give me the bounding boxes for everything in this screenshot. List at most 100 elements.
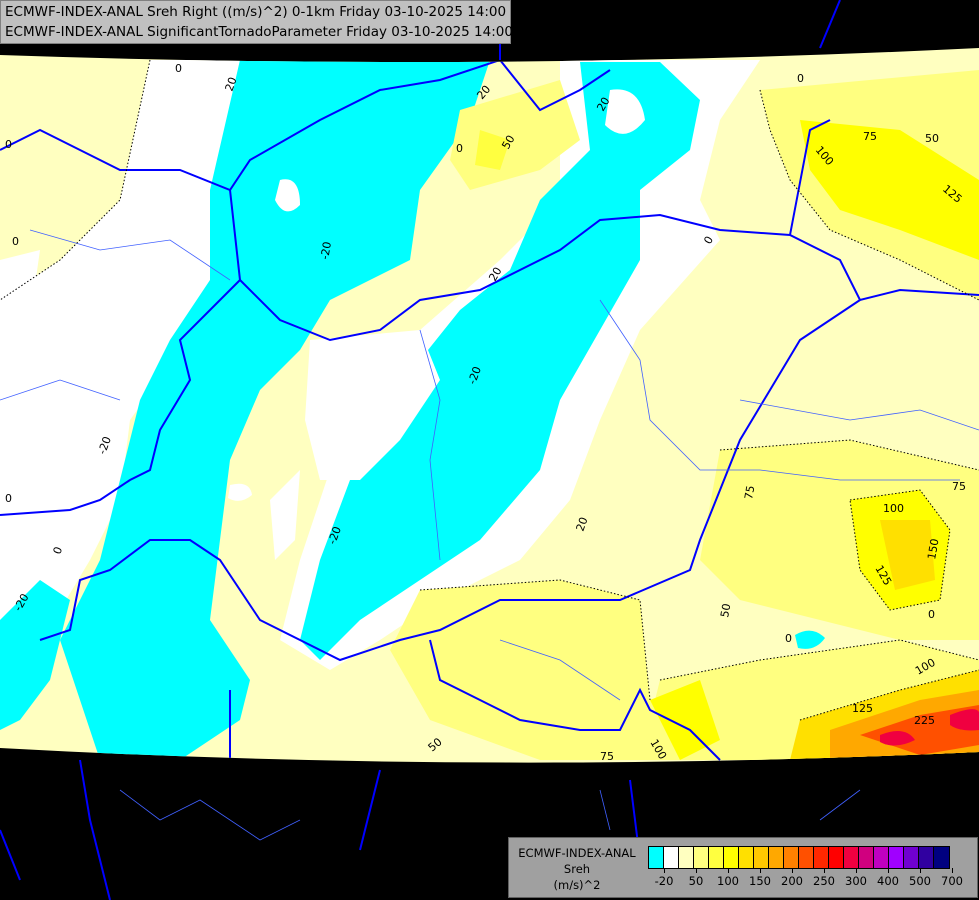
contour-label: 20 <box>574 515 591 533</box>
legend-swatch <box>709 847 724 868</box>
legend-swatch <box>859 847 874 868</box>
field-cyan <box>795 630 825 649</box>
legend-swatch <box>829 847 844 868</box>
legend-swatch <box>649 847 664 868</box>
contour-label: 75 <box>600 750 614 763</box>
field-white <box>0 250 40 330</box>
legend-swatch <box>904 847 919 868</box>
outer-rivers <box>119 789 861 841</box>
contour-label: 100 <box>883 502 904 515</box>
contour-label: 0 <box>12 235 19 248</box>
legend-tick <box>856 868 857 873</box>
legend-variable: Sreh <box>563 862 591 876</box>
contour-label: 0 <box>5 138 12 151</box>
contour-lines <box>0 59 979 721</box>
legend-swatch <box>874 847 889 868</box>
contour-label: 75 <box>863 130 877 143</box>
contour-label: 50 <box>499 133 517 152</box>
contour-label: -20 <box>318 241 334 261</box>
legend-tick <box>952 868 953 873</box>
legend-tick-label: 50 <box>688 874 704 888</box>
legend-tick <box>696 868 697 873</box>
legend-ticks: -20 50 100 150 200 250 300 400 500 700 <box>648 868 970 898</box>
color-legend: ECMWF-INDEX-ANAL Sreh (m/s)^2 -20 50 100 15… <box>508 837 978 898</box>
contour-label: 50 <box>718 602 733 618</box>
legend-swatch <box>799 847 814 868</box>
field-red <box>880 731 915 746</box>
legend-swatch <box>664 847 679 868</box>
legend-tick <box>664 868 665 873</box>
field-yellow <box>390 580 700 760</box>
contour-label: 0 <box>797 72 804 85</box>
legend-swatches <box>648 846 950 869</box>
country-borders <box>0 58 979 761</box>
legend-tick <box>888 868 889 873</box>
legend-tick <box>728 868 729 873</box>
field-white <box>305 330 440 480</box>
contour-label: 0 <box>175 62 182 75</box>
contour-label: 125 <box>852 702 873 715</box>
contour-label: 0 <box>456 142 463 155</box>
legend-tick-label: 100 <box>717 874 739 888</box>
field-yellow-strong <box>475 130 510 170</box>
field-white <box>275 179 300 212</box>
legend-swatch <box>889 847 904 868</box>
contour-label: -20 <box>96 435 114 456</box>
legend-swatch <box>784 847 799 868</box>
legend-tick <box>920 868 921 873</box>
legend-tick-label: -20 <box>654 874 674 888</box>
legend-swatch <box>844 847 859 868</box>
contour-label: 150 <box>925 538 941 561</box>
field-yellow-strong <box>800 120 979 260</box>
legend-swatch <box>679 847 694 868</box>
field-yellow-strong <box>880 520 935 590</box>
legend-tick <box>760 868 761 873</box>
title-line-sreh: ECMWF-INDEX-ANAL Sreh Right ((m/s)^2) 0-… <box>5 4 507 20</box>
field-cyan <box>60 60 490 760</box>
contour-label: -20 <box>466 365 484 386</box>
legend-tick-label: 150 <box>749 874 771 888</box>
field-cyan <box>300 62 700 660</box>
field-white <box>270 470 300 560</box>
legend-swatch <box>739 847 754 868</box>
contour-label: 20 <box>486 265 504 284</box>
contour-label: 0 <box>928 608 935 621</box>
legend-swatch <box>754 847 769 868</box>
contour-label: 0 <box>5 492 12 505</box>
contour-label: 75 <box>952 480 966 493</box>
field-red <box>950 709 979 731</box>
legend-unit: (m/s)^2 <box>553 878 601 892</box>
legend-tick-label: 300 <box>845 874 867 888</box>
legend-tick-label: 200 <box>781 874 803 888</box>
legend-title: ECMWF-INDEX-ANAL Sreh (m/s)^2 <box>513 845 641 893</box>
title-line-stp: ECMWF-INDEX-ANAL SignificantTornadoParam… <box>5 24 513 40</box>
contour-label: 0 <box>785 632 792 645</box>
contour-label: 20 <box>223 75 240 93</box>
legend-tick-label: 500 <box>909 874 931 888</box>
legend-model: ECMWF-INDEX-ANAL <box>518 846 636 860</box>
legend-swatch <box>769 847 784 868</box>
field-white <box>228 483 252 501</box>
contour-label: 75 <box>742 484 757 500</box>
legend-tick <box>792 868 793 873</box>
field-yellow-strong <box>650 680 720 760</box>
contour-label: 225 <box>914 714 935 727</box>
legend-swatch <box>919 847 934 868</box>
legend-swatch <box>724 847 739 868</box>
contour-label: 0 <box>51 545 66 556</box>
legend-tick-label: 250 <box>813 874 835 888</box>
legend-swatch <box>814 847 829 868</box>
rivers <box>0 229 979 701</box>
legend-tick-label: 700 <box>941 874 963 888</box>
legend-swatch <box>694 847 709 868</box>
contour-label: 20 <box>594 95 612 114</box>
legend-tick <box>824 868 825 873</box>
legend-swatch <box>934 847 949 868</box>
contour-label: 50 <box>925 132 939 145</box>
legend-tick-label: 400 <box>877 874 899 888</box>
contour-label: -20 <box>326 525 344 546</box>
field-cyan <box>0 580 70 730</box>
